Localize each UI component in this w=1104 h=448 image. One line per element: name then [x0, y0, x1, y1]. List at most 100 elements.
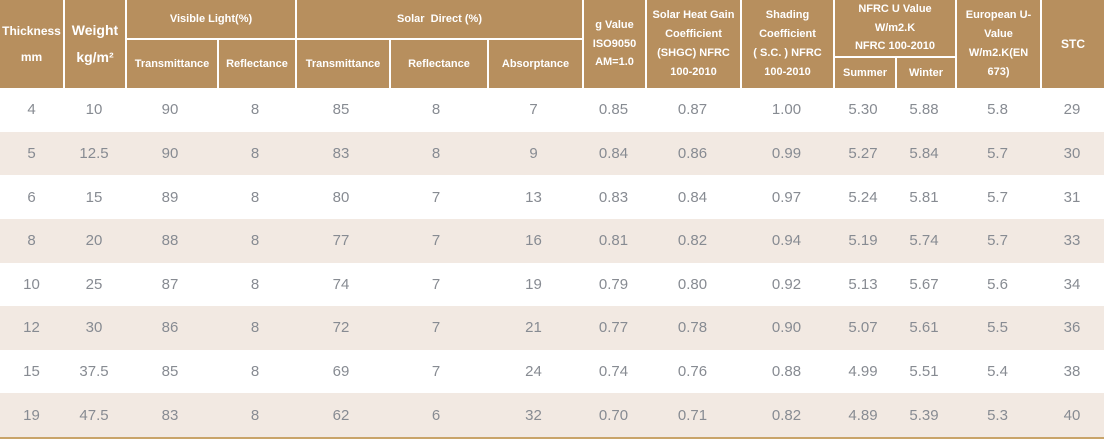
table-cell-sd-absorptance: 21	[525, 319, 542, 337]
table-cell-u-summer: 5.27	[848, 144, 878, 162]
table-cell-thickness: 6	[27, 188, 36, 206]
table-cell-weight: 10	[85, 101, 103, 119]
table-cell-shgc: 0.87	[677, 101, 708, 119]
col-group-solar-direct: Solar Direct (%) Transmittance Reflectan…	[295, 0, 582, 88]
table-cell-sd-reflectance: 8	[431, 144, 441, 162]
table-cell-u-winter: 5.84	[909, 144, 939, 162]
table-cell-u-winter: 5.51	[909, 363, 939, 381]
col-header-shading-coefficient: Shading Coefficient ( S.C. ) NFRC 100-20…	[740, 0, 833, 88]
table-cell-vl-transmittance: 85	[161, 363, 179, 381]
table-cell-vl-reflectance: 8	[250, 144, 260, 162]
table-cell-sd-transmittance: 85	[332, 101, 350, 119]
table-cell-u-winter: 5.81	[909, 188, 939, 206]
table-cell-sd-absorptance: 9	[529, 144, 538, 162]
table-cell-g-value: 0.77	[598, 319, 629, 337]
table-cell-u-summer: 5.24	[848, 188, 878, 206]
table-cell-shgc: 0.80	[677, 275, 708, 293]
col-header-sd-absorptance: Absorptance	[487, 40, 582, 88]
table-cell-shgc: 0.76	[677, 363, 708, 381]
table-cell-shading-coefficient: 0.88	[771, 363, 802, 381]
table-cell-thickness: 19	[23, 406, 40, 424]
table-cell-shgc: 0.84	[677, 188, 708, 206]
table-cell-thickness: 8	[27, 232, 36, 250]
table-cell-thickness: 15	[23, 363, 40, 381]
table-cell-weight: 15	[85, 188, 103, 206]
table-cell-stc: 36	[1063, 319, 1081, 337]
table-cell-sd-absorptance: 32	[525, 406, 542, 424]
table-cell-g-value: 0.81	[598, 232, 629, 250]
table-cell-european-u: 5.7	[987, 144, 1008, 162]
col-header-solar-direct-group: Solar Direct (%)	[297, 0, 582, 40]
table-cell-vl-transmittance: 90	[161, 144, 179, 162]
table-cell-g-value: 0.79	[598, 275, 629, 293]
table-cell-sd-absorptance: 24	[525, 363, 542, 381]
table-cell-shading-coefficient: 0.97	[771, 188, 802, 206]
table-cell-u-summer: 4.99	[848, 363, 878, 381]
table-cell-g-value: 0.85	[598, 101, 629, 119]
table-cell-vl-reflectance: 8	[250, 188, 260, 206]
table-cell-shgc: 0.78	[677, 319, 708, 337]
col-header-vl-reflectance: Reflectance	[217, 40, 295, 88]
table-cell-stc: 31	[1063, 188, 1081, 206]
table-row: 6 15 89 8 80 7 13 0.83 0.84 0.97 5.24 5.81 5.7 31	[0, 175, 1104, 219]
table-cell-vl-reflectance: 8	[250, 406, 260, 424]
table-cell-sd-absorptance: 16	[525, 232, 542, 250]
table-cell-vl-transmittance: 89	[161, 188, 179, 206]
table-cell-weight: 37.5	[79, 363, 109, 381]
table-cell-sd-reflectance: 7	[431, 232, 441, 250]
table-cell-vl-reflectance: 8	[250, 363, 260, 381]
table-cell-sd-transmittance: 80	[332, 188, 350, 206]
col-header-thickness: Thickness mm	[2, 23, 61, 64]
table-cell-shgc: 0.86	[677, 144, 708, 162]
table-row: 10 25 87 8 74 7 19 0.79 0.80 0.92 5.13 5.67 5.6 34	[0, 262, 1104, 307]
table-row: 8 20 88 8 77 7 16 0.81 0.82 0.94 5.19 5.74 5.7 33	[0, 218, 1104, 263]
table-cell-vl-transmittance: 83	[161, 406, 179, 424]
col-header-winter: Winter	[895, 58, 955, 88]
table-cell-sd-transmittance: 83	[332, 144, 350, 162]
table-cell-g-value: 0.70	[598, 406, 629, 424]
table-cell-sd-reflectance: 7	[431, 188, 441, 206]
col-header-g-value: g Value ISO9050 AM=1.0	[582, 0, 645, 88]
col-group-nfrc-u-value: NFRC U Value W/m2.K NFRC 100-2010 Summer…	[833, 0, 955, 88]
table-cell-shgc: 0.71	[677, 406, 708, 424]
table-cell-sd-transmittance: 69	[332, 363, 350, 381]
table-cell-vl-transmittance: 86	[161, 319, 179, 337]
table-cell-european-u: 5.6	[987, 275, 1008, 293]
table-cell-weight: 30	[85, 319, 103, 337]
table-cell-stc: 29	[1063, 101, 1081, 119]
table-cell-stc: 30	[1063, 144, 1081, 162]
table-cell-stc: 40	[1063, 406, 1081, 424]
table-cell-weight: 25	[85, 275, 103, 293]
table-cell-thickness: 10	[23, 275, 40, 293]
table-cell-u-winter: 5.74	[909, 232, 939, 250]
table-cell-european-u: 5.3	[987, 406, 1008, 424]
table-cell-vl-reflectance: 8	[250, 101, 260, 119]
table-cell-thickness: 4	[27, 101, 36, 119]
table-cell-weight: 47.5	[79, 406, 109, 424]
table-cell-vl-transmittance: 87	[161, 275, 179, 293]
col-header-shgc: Solar Heat Gain Coefficient (SHGC) NFRC …	[645, 0, 740, 88]
table-cell-vl-reflectance: 8	[250, 232, 260, 250]
table-row: 19 47.5 83 8 62 6 32 0.70 0.71 0.82 4.89 5.39 5.3 40	[0, 393, 1104, 437]
table-cell-vl-transmittance: 90	[161, 101, 179, 119]
table-cell-u-summer: 5.19	[848, 232, 878, 250]
table-cell-european-u: 5.4	[987, 363, 1008, 381]
table-cell-g-value: 0.83	[598, 188, 629, 206]
table-cell-sd-transmittance: 74	[332, 275, 350, 293]
table-cell-shgc: 0.82	[677, 232, 708, 250]
col-header-summer: Summer	[842, 67, 888, 79]
table-cell-shading-coefficient: 0.94	[771, 232, 802, 250]
table-cell-u-summer: 5.13	[848, 275, 878, 293]
table-cell-sd-transmittance: 62	[332, 406, 350, 424]
table-cell-g-value: 0.84	[598, 144, 629, 162]
table-cell-vl-reflectance: 8	[250, 319, 260, 337]
table-cell-sd-absorptance: 19	[525, 275, 542, 293]
col-header-visible-light-group: Visible Light(%)	[127, 0, 295, 40]
col-header-vl-transmittance: Transmittance	[134, 58, 210, 70]
table-cell-european-u: 5.8	[987, 101, 1008, 119]
col-header-sd-transmittance: Transmittance	[305, 58, 381, 70]
table-row: 12 30 86 8 72 7 21 0.77 0.78 0.90 5.07 5.61 5.5 36	[0, 306, 1104, 350]
col-header-european-u-value: European U- Value W/m2.K(EN 673)	[955, 0, 1040, 88]
table-row: 15 37.5 85 8 69 7 24 0.74 0.76 0.88 4.99 5.51 5.4 38	[0, 349, 1104, 394]
